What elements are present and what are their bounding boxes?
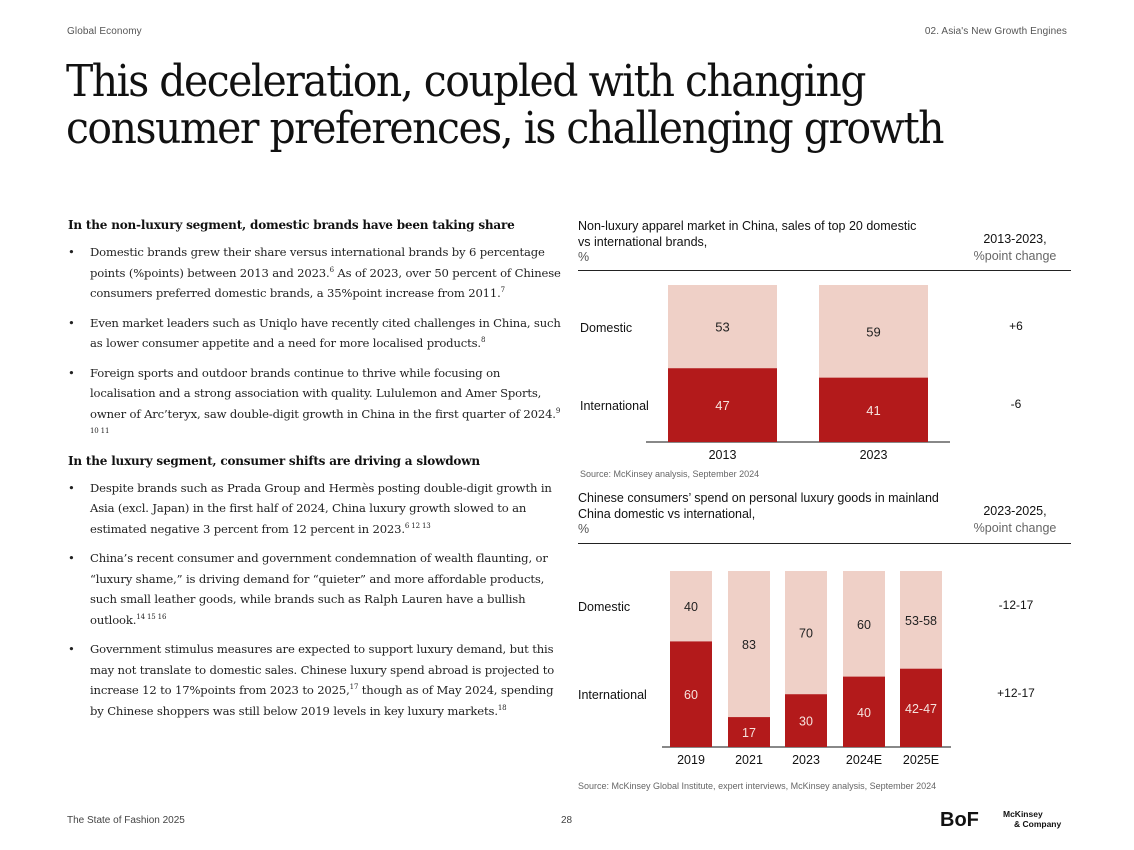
footnote-ref: 9 10 11 (90, 406, 561, 435)
footnote-ref: 6 (329, 265, 334, 274)
bar-international-2023 (785, 694, 827, 747)
footnote-ref: 6 12 13 (404, 521, 431, 530)
data-label-domestic: 53-58 (905, 614, 937, 628)
bof-logo: BoF (940, 809, 979, 831)
chart2-title-text: Chinese consumers’ spend on personal lux… (578, 491, 939, 521)
bar-international-2021 (728, 717, 770, 747)
change-value-domestic: -12-17 (999, 598, 1034, 612)
x-tick-label: 2021 (735, 753, 763, 767)
data-label-domestic: 70 (799, 627, 813, 641)
bar-domestic-2025E (900, 571, 942, 669)
change-value-international: -6 (1011, 397, 1022, 411)
chapter-label: 02. Asia's New Growth Engines (924, 26, 1067, 37)
bar-domestic-2019 (670, 571, 712, 642)
series-label-domestic: Domestic (578, 600, 630, 614)
footnote-ref: 8 (480, 336, 486, 344)
chart1-source: Source: McKinsey analysis, September 202… (580, 469, 760, 479)
chart1-title: Non-luxury apparel market in China, sale… (578, 219, 918, 266)
bar-international-2024E (843, 676, 885, 747)
mckinsey-logo-line1: McKinsey (1003, 809, 1043, 819)
chart1-change-period: 2013-2023, (983, 232, 1047, 246)
section-heading-non-luxury: In the non-luxury segment, domestic bran… (68, 218, 515, 232)
footnote-ref: 14 15 16 (136, 612, 167, 621)
data-label-domestic: 59 (866, 324, 880, 339)
body-text: In the non-luxury segment, domestic bran… (68, 218, 563, 730)
non-luxury-bullet: • Even market leaders such as Uniqlo have… (68, 313, 563, 354)
x-tick-label: 2019 (677, 753, 705, 767)
bar-domestic-2013 (668, 285, 777, 369)
bar-international-2019 (670, 641, 712, 747)
data-label-international: 42-47 (905, 702, 937, 716)
data-label-international: 30 (799, 715, 813, 729)
change-value-domestic: +6 (1009, 319, 1023, 333)
chart2-title: Chinese consumers’ spend on personal lux… (578, 491, 958, 538)
page-number: 28 (561, 815, 573, 826)
footnote-ref: 17 (349, 683, 359, 691)
footnote-ref: 18 (497, 703, 507, 712)
non-luxury-bullet: • Foreign sports and outdoor brands conti… (68, 363, 563, 445)
data-label-domestic: 40 (684, 600, 698, 614)
chart2-unit: % (578, 522, 590, 536)
bullet-list-luxury: • Despite brands such as Prada Group and … (68, 478, 563, 722)
footer-publication: The State of Fashion 2025 (67, 815, 185, 826)
chart1-change-header: 2013-2023, %point change (950, 231, 1080, 265)
section-label: Global Economy (67, 26, 142, 37)
chart1-title-text: Non-luxury apparel market in China, sale… (578, 219, 917, 249)
data-label-domestic: 60 (857, 618, 871, 632)
footer-logos: BoF McKinsey & Company (940, 809, 1062, 831)
chart2-change-header: 2023-2025, %point change (950, 503, 1080, 537)
series-label-domestic: Domestic (580, 321, 632, 335)
data-label-international: 17 (742, 726, 756, 740)
bullet-list-non-luxury: • Domestic brands grew their share versus… (68, 242, 563, 445)
bullet-dot: • (68, 642, 75, 656)
bullet-dot: • (68, 315, 75, 330)
chart2-source: Source: McKinsey Global Institute, exper… (578, 781, 937, 791)
bullet-dot: • (68, 551, 75, 565)
luxury-bullet: • Despite brands such as Prada Group and … (68, 478, 563, 540)
bar-domestic-2021 (728, 571, 770, 718)
chart2-change-unit: %point change (973, 521, 1057, 535)
chart1-change-unit: %point change (973, 249, 1057, 263)
luxury-bullet: • China’s recent consumer and government … (68, 548, 563, 630)
bar-domestic-2023 (785, 571, 827, 695)
chart1-header-rule (578, 270, 1071, 271)
section-heading-luxury: In the luxury segment, consumer shifts a… (68, 453, 480, 468)
page-title: This deceleration, coupled with changing… (66, 56, 945, 154)
chart1-nonluxury-share: 53 47 2013 59 41 2023 Domestic International +6 -… (580, 285, 1023, 462)
data-label-international: 47 (715, 398, 729, 413)
data-label-domestic: 83 (742, 638, 756, 652)
non-luxury-bullet: • Domestic brands grew their share versus… (68, 242, 563, 304)
series-label-international: International (580, 399, 649, 413)
bar-domestic-2024E (843, 571, 885, 677)
bullet-dot: • (68, 480, 75, 495)
series-label-international: International (578, 688, 647, 702)
bar-international-2013 (668, 368, 777, 442)
x-tick-label: 2024E (846, 753, 882, 767)
chart1-unit: % (578, 250, 590, 264)
chart2-change-period: 2023-2025, (983, 504, 1047, 518)
bullet-dot: • (68, 365, 75, 380)
bar-international-2025E (900, 668, 942, 747)
bar-international-2023 (819, 377, 928, 442)
x-tick-label: 2023 (860, 448, 888, 462)
footnote-ref: 7 (500, 286, 505, 294)
mckinsey-logo-line2: & Company (1014, 819, 1062, 829)
x-tick-label: 2025E (903, 753, 939, 767)
change-value-international: +12-17 (997, 686, 1035, 700)
chart2-luxury-spend-share: 40 60 2019 83 17 2021 70 30 2023 60 40 2024E 53-58 42… (578, 571, 1035, 767)
data-label-domestic: 53 (715, 320, 729, 335)
bar-domestic-2023 (819, 285, 928, 378)
x-tick-label: 2013 (709, 448, 737, 462)
x-tick-label: 2023 (792, 753, 820, 767)
data-label-international: 40 (857, 706, 871, 720)
luxury-bullet: • Government stimulus measures are expect… (68, 639, 563, 721)
data-label-international: 41 (866, 403, 880, 418)
chart2-header-rule (578, 543, 1071, 544)
bullet-dot: • (68, 245, 75, 259)
data-label-international: 60 (684, 688, 698, 702)
